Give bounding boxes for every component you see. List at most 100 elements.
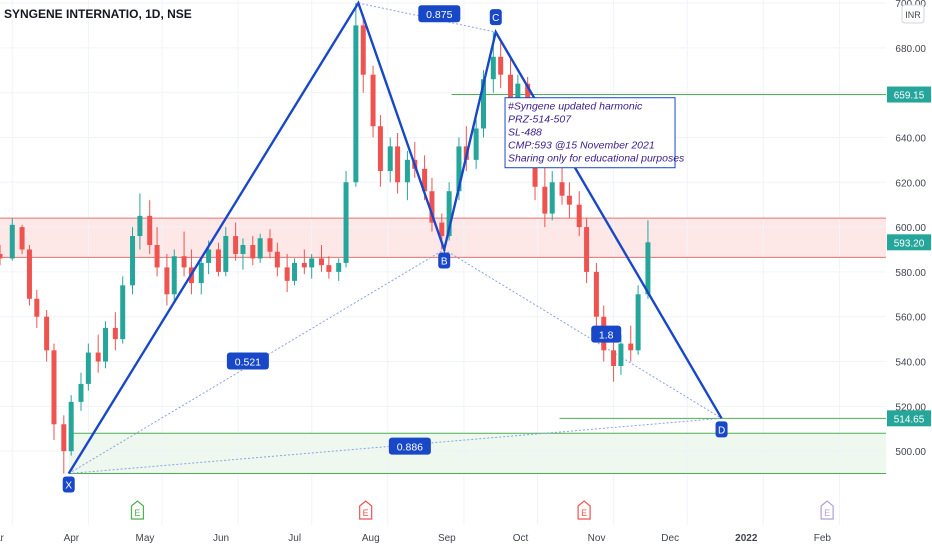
pattern-point-d-badge[interactable]	[715, 421, 728, 438]
candle-body[interactable]	[611, 350, 617, 366]
candle-body[interactable]	[480, 79, 486, 129]
price-scale-tag-label: 659.15	[894, 91, 925, 102]
candle-body[interactable]	[395, 146, 401, 183]
candle-body[interactable]	[404, 159, 410, 183]
candle-body[interactable]	[309, 258, 315, 268]
candle-body[interactable]	[515, 83, 521, 104]
candle-body[interactable]	[284, 267, 290, 281]
ratio-badge[interactable]	[418, 5, 461, 23]
candle-body[interactable]	[250, 245, 256, 259]
candle-body[interactable]	[137, 215, 143, 237]
candle-body[interactable]	[628, 343, 634, 351]
y-tick-label: 620.00	[895, 178, 926, 189]
candle-body[interactable]	[301, 262, 307, 268]
candle-body[interactable]	[223, 236, 229, 272]
candle-body[interactable]	[26, 249, 32, 299]
candle-body[interactable]	[635, 294, 641, 351]
ratio-badge[interactable]	[591, 325, 622, 343]
candle-body[interactable]	[439, 222, 445, 237]
candle-body[interactable]	[326, 265, 332, 272]
candle-body[interactable]	[490, 56, 496, 80]
candle-body[interactable]	[44, 316, 50, 351]
pattern-point-x-badge[interactable]	[62, 476, 75, 493]
candle-body[interactable]	[19, 227, 25, 250]
candle-body[interactable]	[645, 242, 651, 295]
candle-body[interactable]	[274, 251, 280, 268]
candle-body[interactable]	[429, 191, 435, 223]
candle-body[interactable]	[120, 285, 126, 340]
candle-body[interactable]	[103, 327, 109, 362]
annotation-line: CMP:593 @15 November 2021	[508, 140, 655, 152]
candle-body[interactable]	[456, 146, 462, 192]
candle-body[interactable]	[9, 224, 15, 259]
candle-body[interactable]	[61, 424, 67, 452]
candle-body[interactable]	[360, 25, 366, 75]
candle-body[interactable]	[267, 238, 273, 252]
candle-body[interactable]	[0, 253, 3, 259]
ratio-badge[interactable]	[388, 437, 431, 455]
candle-body[interactable]	[85, 352, 91, 384]
candle-body[interactable]	[566, 195, 572, 205]
price-scale-tag[interactable]	[887, 410, 931, 427]
candle-body[interactable]	[257, 238, 263, 259]
ratio-badge[interactable]	[226, 352, 269, 370]
candle-body[interactable]	[34, 298, 40, 317]
annotation-box[interactable]	[504, 97, 676, 169]
candle-body[interactable]	[498, 56, 504, 75]
price-scale-tag[interactable]	[887, 86, 931, 103]
candle-body[interactable]	[51, 350, 57, 425]
candle-body[interactable]	[215, 249, 221, 272]
candle-body[interactable]	[422, 168, 428, 192]
x-tick-label: Jun	[213, 533, 229, 544]
candle-body[interactable]	[206, 249, 212, 263]
candle-body[interactable]	[130, 236, 136, 286]
earnings-marker-icon[interactable]	[130, 500, 145, 520]
candle-body[interactable]	[377, 126, 383, 172]
pattern-point-b-badge[interactable]	[438, 252, 451, 269]
candle-body[interactable]	[584, 227, 590, 272]
candle-body[interactable]	[542, 186, 548, 214]
candle-body[interactable]	[593, 271, 599, 317]
candle-body[interactable]	[507, 74, 513, 104]
candle-body[interactable]	[387, 146, 393, 172]
candle-body[interactable]	[618, 343, 624, 366]
candle-body[interactable]	[353, 25, 359, 183]
candle-body[interactable]	[147, 215, 153, 245]
x-tick-label: Aug	[362, 533, 380, 544]
candle-body[interactable]	[68, 401, 74, 452]
candle-body[interactable]	[446, 191, 452, 237]
candle-body[interactable]	[240, 245, 246, 254]
y-tick-label: 580.00	[895, 268, 926, 279]
candle-body[interactable]	[198, 262, 204, 284]
candle-body[interactable]	[154, 245, 160, 268]
earnings-marker-label: E	[134, 508, 140, 518]
candle-body[interactable]	[181, 256, 187, 268]
candle-body[interactable]	[559, 182, 565, 196]
earnings-marker-icon[interactable]	[820, 500, 834, 520]
earnings-marker-icon[interactable]	[577, 500, 591, 520]
candle-body[interactable]	[576, 204, 582, 228]
candle-body[interactable]	[336, 262, 342, 272]
candle-body[interactable]	[78, 383, 84, 402]
candle-body[interactable]	[112, 327, 118, 340]
candle-body[interactable]	[95, 352, 101, 362]
candle-body[interactable]	[370, 74, 376, 127]
price-scale-tag[interactable]	[887, 234, 931, 251]
candle-body[interactable]	[164, 267, 170, 295]
candle-body[interactable]	[473, 128, 479, 160]
earnings-marker-icon[interactable]	[359, 500, 373, 520]
x-tick-label: Dec	[661, 533, 679, 544]
currency-button[interactable]	[901, 4, 925, 24]
y-tick-label: 540.00	[895, 358, 926, 369]
earnings-marker-label: E	[824, 508, 830, 518]
pattern-point-c-badge[interactable]	[489, 9, 502, 26]
candle-body[interactable]	[292, 262, 298, 281]
candle-body[interactable]	[343, 182, 349, 263]
candle-body[interactable]	[319, 258, 325, 266]
y-tick-label: 680.00	[895, 44, 926, 55]
annotation-line: Sharing only for educational purposes	[508, 153, 685, 165]
candle-body[interactable]	[233, 236, 239, 254]
candle-body[interactable]	[171, 256, 177, 295]
candle-body[interactable]	[549, 182, 555, 214]
